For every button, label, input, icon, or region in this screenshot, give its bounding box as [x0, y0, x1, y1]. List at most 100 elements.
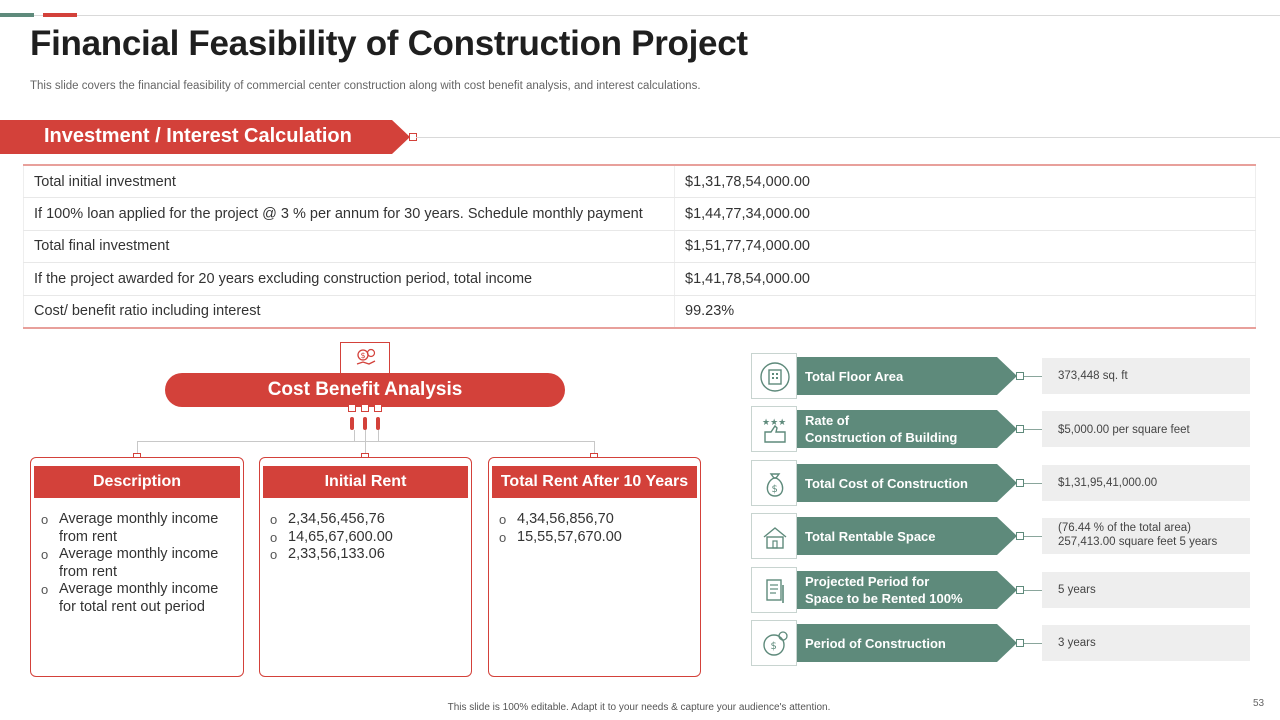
- card-list: 4,34,56,856,70 15,55,57,670.00: [499, 511, 689, 546]
- metric-value: 373,448 sq. ft: [1058, 369, 1248, 383]
- metric-connector: [1022, 483, 1042, 484]
- document-icon: [751, 567, 797, 613]
- top-accent-red: [43, 13, 77, 17]
- page-subtitle: This slide covers the financial feasibil…: [30, 80, 701, 92]
- money-hand-icon: $: [340, 342, 390, 374]
- row-label: If 100% loan applied for the project @ 3…: [23, 197, 675, 231]
- metric-value-box: [1042, 411, 1250, 447]
- initial-rent-card: Initial Rent 2,34,56,456,76 14,65,67,600…: [259, 457, 472, 677]
- metric-value-line: 5 years: [1058, 584, 1096, 596]
- total-rent-card: Total Rent After 10 Years 4,34,56,856,70…: [488, 457, 701, 677]
- section-banner-label: Investment / Interest Calculation: [44, 125, 352, 147]
- connector-bar: [363, 417, 367, 430]
- metric-value-line: 3 years: [1058, 637, 1096, 649]
- metric-value: $1,31,95,41,000.00: [1058, 476, 1248, 490]
- metric-label: Total Rentable Space: [805, 528, 1005, 545]
- svg-text:$: $: [771, 641, 777, 652]
- metric-arrow: [797, 571, 1017, 609]
- metric-label-line: Total Floor Area: [805, 369, 904, 384]
- page-title: Financial Feasibility of Construction Pr…: [30, 24, 748, 63]
- metric-connector: [1022, 429, 1042, 430]
- metric-label-line: Construction of Building: [805, 430, 958, 445]
- connector-line: [137, 441, 595, 442]
- metric-label-line: Space to be Rented 100%: [805, 591, 963, 606]
- metric-value: 3 years: [1058, 636, 1248, 650]
- metric-arrow: [797, 624, 1017, 662]
- footer-note: This slide is 100% editable. Adapt it to…: [447, 702, 831, 713]
- description-card: Description Average monthly income from …: [30, 457, 244, 677]
- row-label: Total final investment: [23, 230, 675, 264]
- metric-connector: [1022, 376, 1042, 377]
- metric-label-line: Period of Construction: [805, 636, 946, 651]
- metric-arrow: [797, 517, 1017, 555]
- list-item: Average monthly income for total rent ou…: [41, 581, 231, 616]
- connector-line: [594, 441, 595, 457]
- metric-connector-dot: [1016, 479, 1024, 487]
- metric-value-line: (76.44 % of the total area): [1058, 522, 1191, 534]
- money-bag-icon: $: [751, 460, 797, 506]
- connector-bar: [376, 417, 380, 430]
- metric-label: Total Floor Area: [805, 368, 1005, 385]
- metric-label: Projected Period for Space to be Rented …: [805, 573, 1005, 607]
- page-number: 53: [1253, 698, 1265, 709]
- row-value: $1,41,78,54,000.00: [674, 262, 1256, 296]
- metric-value: $5,000.00 per square feet: [1058, 423, 1248, 437]
- metric-arrow: [797, 357, 1017, 395]
- clock-money-icon: $: [751, 620, 797, 666]
- metric-connector: [1022, 643, 1042, 644]
- card-header: Initial Rent: [263, 466, 468, 498]
- metric-label: Rate of Construction of Building: [805, 412, 1005, 446]
- card-header-label: Description: [92, 473, 181, 490]
- metric-label-line: Projected Period for: [805, 574, 930, 589]
- metric-value-line: 373,448 sq. ft: [1058, 370, 1128, 382]
- list-item: 14,65,67,600.00: [270, 529, 460, 547]
- card-list: 2,34,56,456,76 14,65,67,600.00 2,33,56,1…: [270, 511, 460, 564]
- house-icon: [751, 513, 797, 559]
- svg-text:$: $: [361, 351, 366, 360]
- metric-label-line: Rate of: [805, 413, 850, 428]
- card-header-label: Initial Rent: [324, 473, 407, 490]
- card-header: Total Rent After 10 Years: [492, 466, 697, 498]
- metric-value-box: [1042, 518, 1250, 554]
- table-row: Total initial investment $1,31,78,54,000…: [23, 165, 1256, 199]
- metric-label-line: Total Cost of Construction: [805, 476, 968, 491]
- list-item: 2,34,56,456,76: [270, 511, 460, 529]
- connector-square: [374, 404, 382, 412]
- metric-value: (76.44 % of the total area) 257,413.00 s…: [1058, 521, 1248, 549]
- row-label: Total initial investment: [23, 165, 675, 199]
- connector-square: [361, 404, 369, 412]
- cost-benefit-title: Cost Benefit Analysis: [267, 379, 463, 400]
- svg-text:★★★: ★★★: [762, 418, 786, 428]
- metric-value-line: 257,413.00 square feet 5 years: [1058, 536, 1218, 548]
- card-header-label: Total Rent After 10 Years: [500, 473, 689, 490]
- metric-value-line: $1,31,95,41,000.00: [1058, 477, 1158, 489]
- top-rule: [0, 15, 1280, 16]
- metric-arrow: [797, 464, 1017, 502]
- banner-rule: [416, 137, 1280, 138]
- connector-square: [348, 404, 356, 412]
- connector-line: [365, 430, 366, 457]
- metric-value-box: [1042, 358, 1250, 394]
- top-accent-green: [0, 13, 34, 17]
- metric-value-line: $5,000.00 per square feet: [1058, 424, 1190, 436]
- list-item: 2,33,56,133.06: [270, 546, 460, 564]
- row-label: Cost/ benefit ratio including interest: [23, 295, 675, 328]
- card-header: Description: [34, 466, 240, 498]
- table-row: Total final investment $1,51,77,74,000.0…: [23, 230, 1256, 264]
- building-icon: [751, 353, 797, 399]
- row-value: $1,44,77,34,000.00: [674, 197, 1256, 231]
- connector-bar: [350, 417, 354, 430]
- metric-label: Period of Construction: [805, 635, 1005, 652]
- metric-value-box: [1042, 625, 1250, 661]
- list-item: Average monthly income from rent: [41, 546, 231, 581]
- metric-value-box: [1042, 572, 1250, 608]
- connector-line: [378, 430, 379, 441]
- row-value: $1,31,78,54,000.00: [674, 165, 1256, 199]
- metric-value-box: [1042, 465, 1250, 501]
- connector-line: [354, 430, 355, 441]
- metric-connector-dot: [1016, 425, 1024, 433]
- row-value: 99.23%: [674, 295, 1256, 328]
- section-banner: [0, 120, 410, 154]
- metric-connector-dot: [1016, 532, 1024, 540]
- metric-connector-dot: [1016, 586, 1024, 594]
